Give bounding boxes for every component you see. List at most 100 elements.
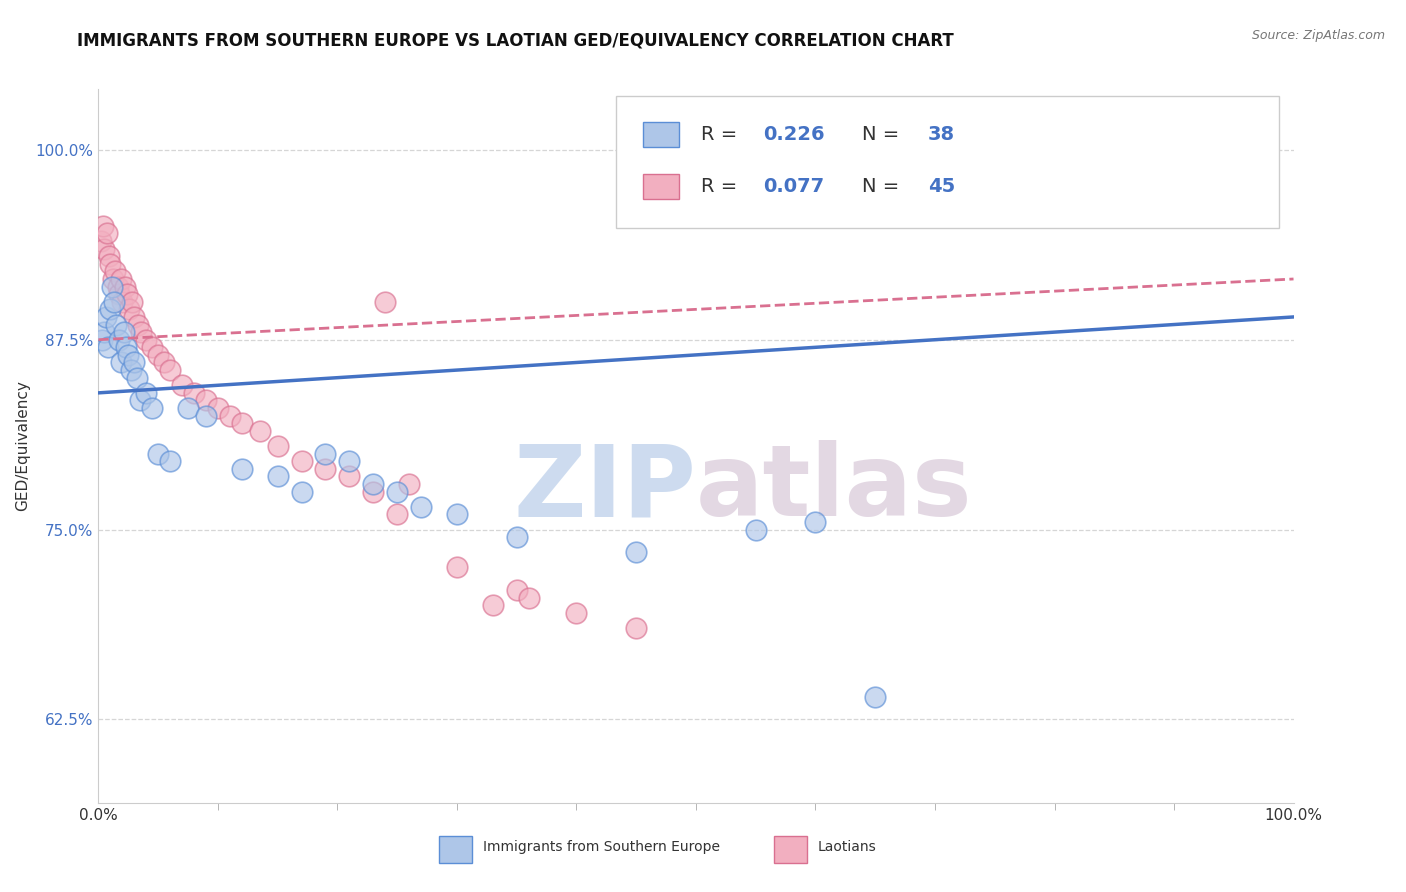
Point (110, 272, 132, 286)
Point (177, 401, 200, 415)
Text: N =: N = (862, 178, 905, 196)
Point (153, 355, 176, 369)
Point (291, 454, 314, 468)
Point (291, 484, 314, 499)
Point (100, 279, 122, 293)
Point (411, 500, 433, 514)
Point (804, 515, 827, 529)
Point (172, 378, 194, 392)
Point (90, 234, 112, 248)
Point (195, 393, 218, 408)
Point (135, 333, 157, 347)
Point (159, 454, 181, 468)
Point (97, 340, 120, 354)
Point (125, 370, 148, 384)
Point (98, 257, 122, 271)
Text: R =: R = (700, 178, 744, 196)
Point (315, 462, 337, 476)
Text: 45: 45 (928, 178, 955, 196)
Point (117, 348, 139, 362)
Point (96, 227, 118, 241)
Point (339, 454, 361, 468)
Point (118, 302, 141, 317)
Point (219, 409, 242, 423)
Point (124, 310, 146, 324)
Point (91, 333, 114, 347)
FancyBboxPatch shape (644, 175, 679, 200)
Point (249, 424, 271, 438)
Point (93, 325, 115, 339)
Point (865, 690, 887, 704)
Text: 38: 38 (928, 125, 955, 144)
Point (91, 219, 114, 233)
Point (267, 439, 290, 453)
Text: atlas: atlas (696, 441, 973, 537)
Point (111, 294, 134, 309)
Point (339, 469, 361, 483)
Text: 0.077: 0.077 (763, 178, 824, 196)
Point (93, 242, 115, 256)
Point (112, 325, 135, 339)
Point (517, 591, 540, 605)
Y-axis label: GED/Equivalency: GED/Equivalency (15, 381, 30, 511)
Point (446, 560, 468, 574)
Point (129, 393, 152, 408)
FancyBboxPatch shape (773, 836, 807, 863)
Point (626, 545, 648, 559)
Point (374, 294, 396, 309)
Point (626, 621, 648, 635)
FancyBboxPatch shape (616, 96, 1279, 228)
Point (131, 325, 153, 339)
Point (385, 484, 409, 499)
Text: N =: N = (862, 125, 905, 144)
Point (141, 340, 163, 354)
Point (98, 249, 121, 263)
Point (363, 477, 385, 491)
Point (1247, 143, 1270, 157)
Point (107, 333, 129, 347)
Point (231, 416, 253, 430)
Point (506, 583, 529, 598)
Point (398, 477, 420, 491)
Point (103, 294, 125, 309)
Text: R =: R = (700, 125, 744, 144)
Point (94, 310, 117, 324)
Point (148, 348, 170, 362)
Point (183, 385, 205, 400)
Point (107, 287, 129, 301)
Point (101, 272, 124, 286)
Point (121, 294, 143, 309)
FancyBboxPatch shape (439, 836, 472, 863)
Point (565, 606, 588, 620)
Point (114, 279, 136, 293)
Point (315, 447, 337, 461)
FancyBboxPatch shape (644, 121, 679, 146)
Point (385, 508, 409, 522)
Text: Immigrants from Southern Europe: Immigrants from Southern Europe (484, 840, 720, 854)
Text: Source: ZipAtlas.com: Source: ZipAtlas.com (1251, 29, 1385, 42)
Point (482, 599, 505, 613)
Point (104, 264, 127, 278)
Point (105, 318, 128, 332)
Point (98, 302, 122, 317)
Point (159, 363, 181, 377)
Point (115, 340, 138, 354)
Point (127, 318, 149, 332)
Point (124, 355, 146, 369)
Point (195, 409, 218, 423)
Text: 0.226: 0.226 (763, 125, 824, 144)
Text: Laotians: Laotians (818, 840, 876, 854)
Point (745, 523, 768, 537)
Point (207, 401, 229, 415)
Point (135, 385, 157, 400)
Point (120, 363, 142, 377)
Point (231, 462, 253, 476)
Point (107, 279, 129, 293)
Point (267, 469, 290, 483)
Point (110, 355, 132, 369)
Point (363, 484, 385, 499)
Text: IMMIGRANTS FROM SOUTHERN EUROPE VS LAOTIAN GED/EQUIVALENCY CORRELATION CHART: IMMIGRANTS FROM SOUTHERN EUROPE VS LAOTI… (77, 31, 955, 49)
Point (506, 530, 529, 544)
Point (141, 401, 163, 415)
Point (446, 508, 468, 522)
